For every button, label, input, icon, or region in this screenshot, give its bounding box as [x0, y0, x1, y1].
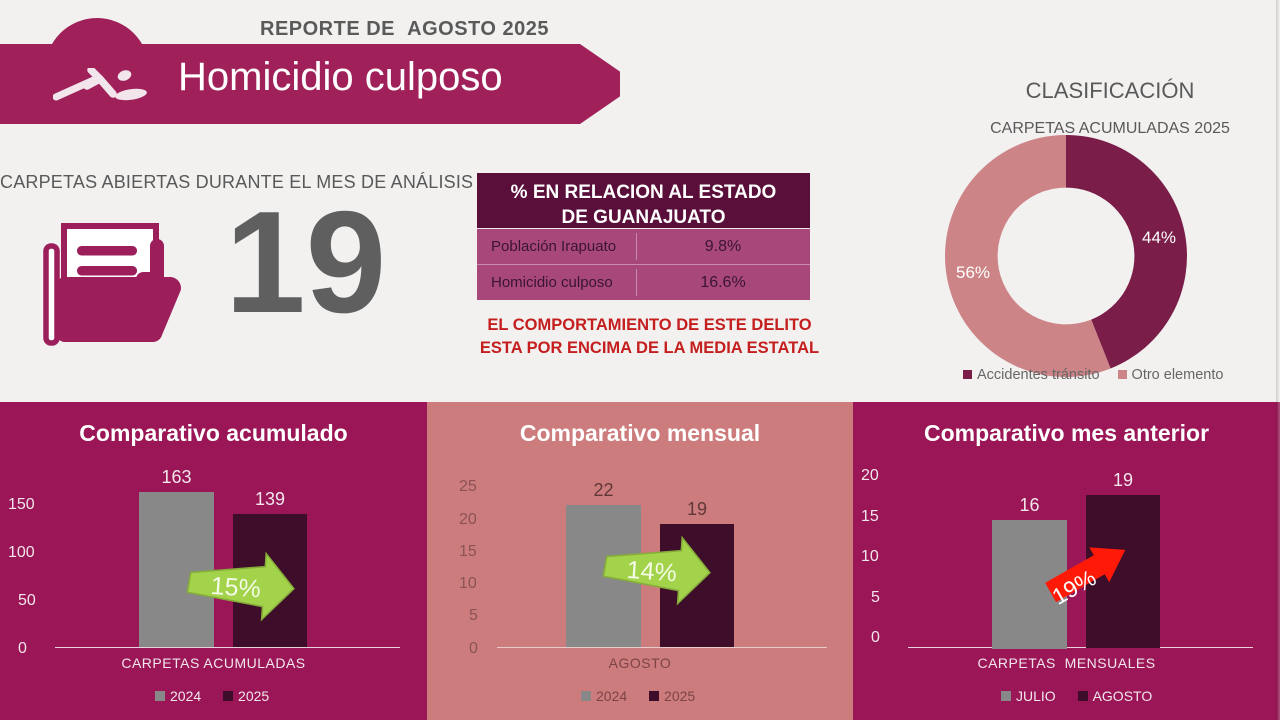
svg-text:15%: 15%: [210, 572, 262, 603]
svg-text:14%: 14%: [626, 556, 678, 587]
svg-text:56%: 56%: [956, 263, 990, 282]
svg-text:44%: 44%: [1142, 228, 1176, 247]
